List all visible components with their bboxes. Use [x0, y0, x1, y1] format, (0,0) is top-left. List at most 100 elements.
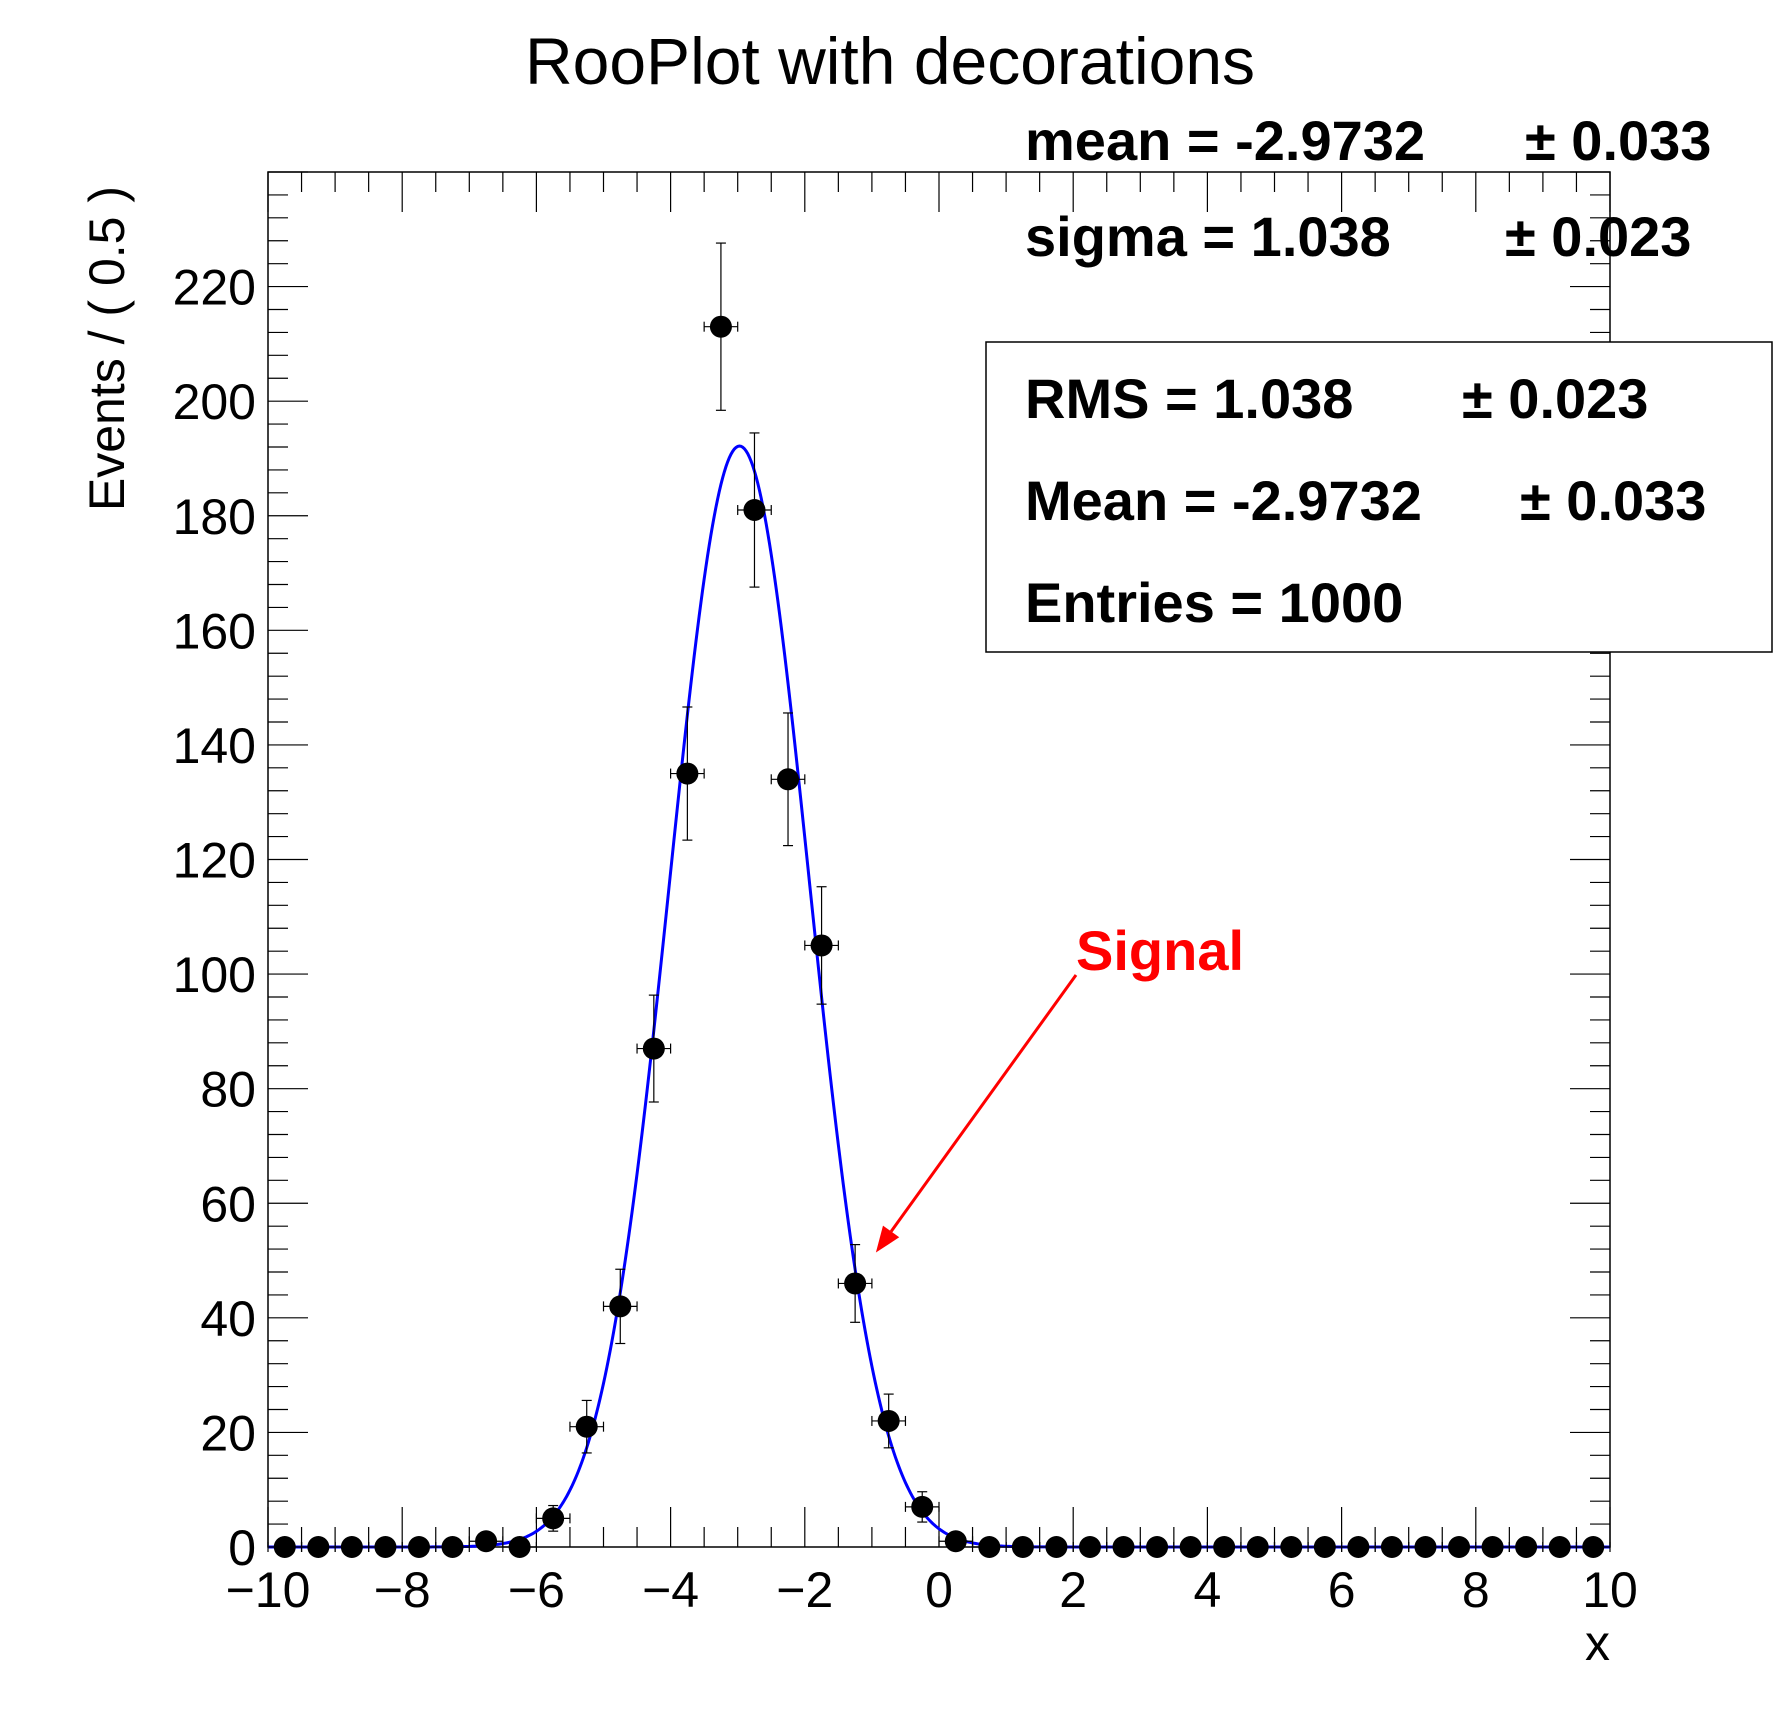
data-point — [401, 1536, 437, 1558]
x-tick-label: −2 — [776, 1562, 833, 1618]
x-tick-label: 4 — [1193, 1562, 1221, 1618]
data-marker — [1481, 1536, 1504, 1558]
data-marker — [1347, 1536, 1370, 1558]
stats-box: RMS = 1.038 ± 0.023 Mean = -2.9732 ± 0.0… — [985, 341, 1773, 653]
y-tick-label: 160 — [173, 603, 256, 659]
y-axis-ticks: 0 20 40 60 80 100 120 140 160 180 200 220 — [173, 171, 1610, 1576]
data-point — [267, 1536, 303, 1558]
data-point — [535, 1504, 571, 1532]
data-point — [938, 1530, 974, 1553]
data-point — [1408, 1536, 1443, 1558]
signal-annotation: Signal — [875, 919, 1244, 1253]
fit-param-mean-error: ± 0.033 — [1525, 109, 1711, 172]
y-tick-label: 40 — [200, 1291, 256, 1347]
data-marker — [1313, 1536, 1336, 1558]
y-tick-label: 100 — [173, 947, 256, 1003]
data-point — [435, 1536, 470, 1558]
data-point — [1542, 1536, 1578, 1558]
data-marker — [676, 762, 699, 785]
x-tick-label: −10 — [226, 1562, 311, 1618]
data-marker — [1213, 1536, 1236, 1558]
stats-box-frame — [985, 341, 1773, 653]
chart-title: RooPlot with decorations — [525, 24, 1255, 98]
data-point — [1575, 1536, 1611, 1558]
data-point — [837, 1244, 873, 1323]
data-marker — [1448, 1536, 1471, 1558]
data-point — [1475, 1536, 1510, 1558]
y-tick-label: 200 — [173, 374, 256, 430]
signal-label: Signal — [1076, 919, 1244, 982]
data-marker — [709, 315, 732, 338]
data-marker — [475, 1530, 498, 1553]
data-point — [1273, 1536, 1309, 1558]
fit-param-sigma-error: ± 0.023 — [1505, 205, 1691, 268]
x-tick-label: 6 — [1328, 1562, 1356, 1618]
data-marker — [542, 1507, 565, 1530]
data-point — [1005, 1536, 1041, 1558]
y-tick-label: 140 — [173, 718, 256, 774]
data-marker — [1179, 1536, 1202, 1558]
data-point — [636, 994, 672, 1103]
data-point — [468, 1530, 504, 1553]
data-point — [1374, 1536, 1410, 1558]
stats-mean-label: Mean = -2.9732 — [1025, 469, 1422, 532]
data-marker — [743, 499, 766, 522]
y-tick-label: 80 — [200, 1062, 256, 1118]
data-point — [1072, 1536, 1108, 1558]
y-tick-label: 120 — [173, 833, 256, 889]
data-marker — [441, 1536, 464, 1558]
fit-parameters: mean = -2.9732 ± 0.033 sigma = 1.038 ± 0… — [1025, 109, 1711, 268]
data-points — [267, 242, 1611, 1558]
signal-arrow — [889, 974, 1078, 1233]
data-marker — [844, 1272, 867, 1295]
data-marker — [1078, 1536, 1101, 1558]
data-point — [569, 1399, 605, 1454]
data-point — [368, 1536, 403, 1558]
stats-entries-label: Entries = 1000 — [1025, 571, 1403, 634]
x-axis-label: x — [1585, 1615, 1610, 1671]
x-axis-ticks: −10 −8 −6 −4 −2 0 2 4 6 8 10 — [226, 172, 1638, 1618]
data-point — [1340, 1536, 1376, 1558]
data-marker — [777, 768, 800, 791]
data-marker — [340, 1536, 363, 1558]
data-point — [502, 1536, 538, 1558]
data-marker — [978, 1536, 1001, 1558]
data-point — [1139, 1536, 1175, 1558]
data-marker — [810, 934, 833, 957]
data-marker — [374, 1536, 397, 1558]
data-point — [1039, 1536, 1074, 1558]
stats-mean-error: ± 0.033 — [1520, 469, 1706, 532]
data-marker — [877, 1409, 900, 1432]
data-point — [971, 1536, 1007, 1558]
x-tick-label: 10 — [1582, 1562, 1638, 1618]
data-point — [1441, 1536, 1477, 1558]
data-marker — [1246, 1536, 1269, 1558]
data-point — [669, 706, 705, 841]
data-marker — [273, 1536, 296, 1558]
data-point — [300, 1536, 336, 1558]
y-axis-label: Events / ( 0.5 ) — [79, 186, 135, 511]
data-marker — [575, 1415, 598, 1438]
data-marker — [1280, 1536, 1303, 1558]
y-tick-label: 0 — [228, 1520, 256, 1576]
x-tick-label: −6 — [508, 1562, 565, 1618]
data-marker — [407, 1536, 430, 1558]
data-point — [737, 432, 772, 588]
data-marker — [1548, 1536, 1571, 1558]
data-marker — [1112, 1536, 1135, 1558]
data-point — [703, 242, 739, 411]
data-marker — [944, 1530, 967, 1553]
data-marker — [1414, 1536, 1437, 1558]
data-point — [770, 712, 806, 847]
data-marker — [508, 1536, 531, 1558]
data-point — [1240, 1536, 1276, 1558]
data-point — [904, 1491, 940, 1523]
data-point — [804, 886, 839, 1005]
x-tick-label: −8 — [374, 1562, 431, 1618]
x-tick-label: −4 — [642, 1562, 699, 1618]
data-point — [871, 1393, 907, 1449]
data-point — [1106, 1536, 1141, 1558]
data-marker — [1045, 1536, 1068, 1558]
fit-param-mean-label: mean = -2.9732 — [1025, 109, 1425, 172]
data-point — [1307, 1536, 1343, 1558]
